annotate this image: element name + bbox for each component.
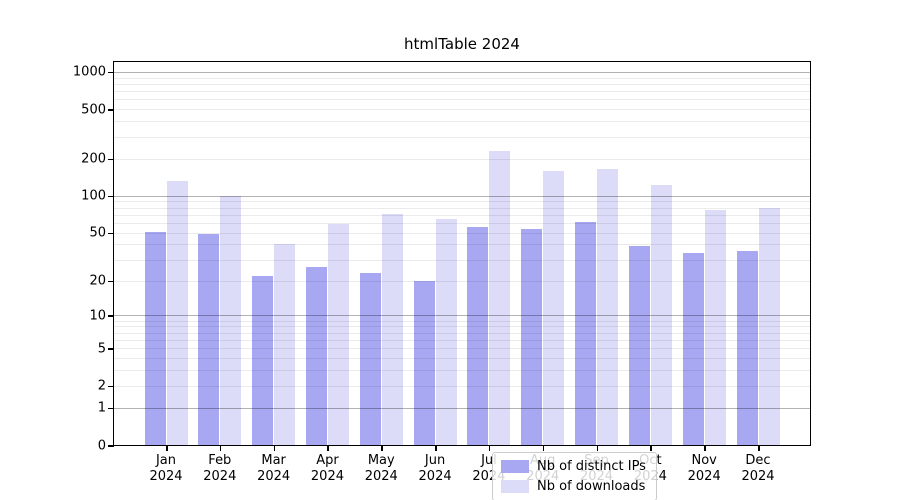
x-tick-month: Feb: [208, 453, 232, 468]
x-tick-mark: [542, 445, 545, 451]
legend-swatch-distinct-ips: [501, 460, 529, 473]
x-tick-year: 2024: [203, 469, 237, 484]
bars-layer: [114, 62, 810, 445]
bar-distinct-ips: [736, 251, 758, 445]
y-tick-mark: [108, 71, 114, 74]
x-tick-mark: [488, 445, 491, 451]
y-tick-mark: [108, 385, 114, 388]
y-tick-mark: [108, 280, 114, 283]
x-tick-mark: [435, 445, 437, 451]
y-tick-mark: [108, 407, 114, 410]
x-tick-label: Nov 2024: [674, 453, 734, 485]
x-tick-mark: [166, 445, 168, 451]
chart-title: htmlTable 2024: [404, 35, 520, 53]
bar-downloads: [650, 184, 672, 445]
y-tick-mark: [108, 232, 114, 235]
bar-distinct-ips: [305, 267, 327, 445]
bar-downloads: [327, 223, 349, 445]
x-tick-mark: [219, 445, 222, 451]
bar-distinct-ips: [467, 226, 489, 445]
bar-distinct-ips: [628, 245, 650, 445]
x-tick-month: Mar: [261, 453, 286, 468]
y-tick-label: 100: [81, 188, 106, 204]
legend-swatch-downloads: [501, 480, 529, 493]
x-tick-year: 2024: [418, 469, 452, 484]
y-tick-label: 500: [81, 102, 106, 118]
x-tick-mark: [327, 445, 329, 451]
y-tick-label: 10: [89, 308, 106, 324]
x-tick-label: Dec 2024: [728, 453, 788, 485]
x-tick-year: 2024: [687, 469, 721, 484]
x-tick-mark: [596, 445, 599, 451]
bar-distinct-ips: [575, 222, 597, 445]
plot-area: Nb of distinct IPs Nb of downloads: [113, 61, 811, 500]
x-tick-month: Apr: [316, 453, 339, 468]
x-tick-label: May 2024: [351, 453, 411, 485]
bar-downloads: [220, 195, 242, 445]
x-tick-label: Apr 2024: [297, 453, 357, 485]
x-tick-mark: [381, 445, 383, 451]
x-tick-label: Mar 2024: [244, 453, 304, 485]
x-tick-mark: [650, 445, 652, 451]
bar-distinct-ips: [359, 273, 381, 445]
legend: Nb of distinct IPs Nb of downloads: [492, 452, 657, 500]
bar-distinct-ips: [252, 275, 274, 445]
bar-downloads: [543, 171, 565, 445]
bar-downloads: [489, 150, 511, 445]
y-tick-label: 5: [97, 341, 106, 357]
bar-downloads: [274, 244, 296, 445]
legend-item-distinct-ips: Nb of distinct IPs: [501, 459, 646, 474]
x-tick-mark: [273, 445, 276, 451]
legend-item-downloads: Nb of downloads: [501, 479, 646, 494]
bar-downloads: [758, 207, 780, 445]
bar-downloads: [381, 214, 403, 445]
x-tick-month: Nov: [691, 453, 717, 468]
legend-label-distinct-ips: Nb of distinct IPs: [537, 459, 646, 474]
y-tick-mark: [108, 348, 114, 350]
y-tick-label: 0: [97, 438, 106, 453]
y-tick-label: 1000: [72, 64, 106, 80]
x-tick-label: Jan 2024: [136, 453, 196, 485]
x-tick-month: Dec: [745, 453, 771, 468]
y-tick-mark: [108, 315, 114, 317]
x-tick-mark: [704, 445, 706, 451]
x-tick-year: 2024: [310, 469, 344, 484]
bar-downloads: [704, 210, 726, 445]
x-tick-month: Jun: [424, 453, 446, 468]
y-tick-mark: [108, 445, 114, 447]
bar-distinct-ips: [144, 231, 166, 445]
x-tick-mark: [758, 445, 760, 451]
x-tick-label: Jun 2024: [405, 453, 465, 485]
bar-distinct-ips: [413, 280, 435, 445]
bar-distinct-ips: [682, 252, 704, 445]
bar-distinct-ips: [198, 233, 220, 445]
y-tick-mark: [108, 109, 114, 111]
x-tick-month: Jan: [155, 453, 177, 468]
bar-downloads: [597, 168, 619, 445]
x-tick-year: 2024: [364, 469, 398, 484]
legend-label-downloads: Nb of downloads: [537, 479, 646, 494]
x-tick-label: Feb 2024: [190, 453, 250, 485]
bar-downloads: [166, 180, 188, 445]
y-tick-mark: [108, 195, 114, 198]
y-tick-label: 20: [89, 273, 106, 289]
x-tick-year: 2024: [257, 469, 291, 484]
y-tick-label: 2: [97, 378, 106, 394]
x-tick-month: May: [367, 453, 395, 468]
x-tick-year: 2024: [741, 469, 775, 484]
y-tick-mark: [108, 158, 114, 161]
bar-distinct-ips: [521, 228, 543, 445]
x-tick-year: 2024: [149, 469, 183, 484]
y-tick-label: 200: [81, 151, 106, 167]
bar-downloads: [435, 218, 457, 445]
y-tick-label: 1: [97, 400, 106, 416]
y-tick-label: 50: [89, 225, 106, 241]
